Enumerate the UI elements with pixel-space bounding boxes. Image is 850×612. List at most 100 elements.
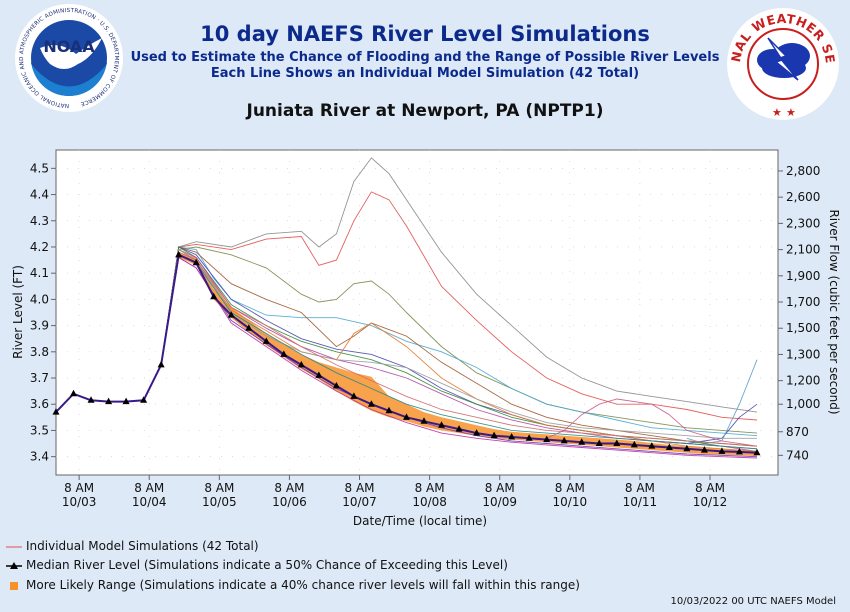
model-run-footer: 10/03/2022 00 UTC NAEFS Model [670,596,837,607]
x-tick-date: 10/08 [412,495,447,509]
y-tick-label: 3.9 [30,319,49,333]
median-point [490,431,498,439]
station-name: Juniata River at Newport, PA (NPTP1) [246,101,604,121]
range-band-layer [178,252,757,457]
y2-tick-label: 1,000 [786,397,820,411]
noaa-logo: NOAA NATIONAL OCEANIC AND ATMOSPHERIC AD… [15,4,123,112]
y2-tick-label: 740 [786,448,809,462]
y-tick-label: 4.1 [30,266,49,280]
median-point [332,381,340,389]
legend-individual: Individual Model Simulations (42 Total) [6,538,259,554]
x-tick-date: 10/11 [623,495,658,509]
median-point [402,413,410,420]
x-tick-date: 10/03 [62,495,97,509]
median-point [140,396,148,403]
median-point [105,397,113,405]
median-point [543,435,551,443]
legend-range-swatch [10,581,18,590]
x-tick-time: 8 AM [625,481,655,495]
median-layer [52,250,761,456]
y-tick-label: 4.5 [30,161,49,175]
x-tick-time: 8 AM [274,481,304,495]
median-point [210,292,218,300]
axis-layer: 3.4 3.5 3.6 3.7 3.8 3.9 4.0 4.1 4.2 4.3 4.4 4.5 740 8… [30,161,820,509]
y-tick-label: 4.2 [30,240,49,254]
svg-text:★: ★ [772,106,782,119]
x-tick-date: 10/09 [482,495,517,509]
x-tick-date: 10/06 [272,495,307,509]
simulation-line-12 [546,398,758,447]
x-tick-date: 10/04 [132,495,167,509]
legend-range-label: More Likely Range (Simulations indicate … [26,578,580,592]
x-tick-date: 10/07 [342,495,377,509]
noaa-logo-text: NOAA [43,37,95,56]
svg-text:★: ★ [786,106,796,119]
y2-tick-label: 1,300 [786,347,820,361]
legend-individual-swatch [6,546,22,547]
median-point [262,337,270,344]
median-point [753,448,761,456]
y-tick-label: 3.6 [30,397,49,411]
median-point [630,440,638,448]
median-point [560,436,568,444]
median-point [192,258,200,266]
x-tick-time: 8 AM [204,481,234,495]
x-tick-date: 10/05 [202,495,237,509]
median-point [367,400,375,407]
x-tick-time: 8 AM [555,481,585,495]
y2-tick-label: 2,100 [786,243,820,257]
median-point [175,250,183,258]
x-axis-title: Date/Time (local time) [353,514,487,528]
plot-area [55,149,779,476]
legend-median-label: Median River Level (Simulations indicate… [26,558,508,572]
median-point [613,439,621,447]
chart-subtitle-1: Used to Estimate the Chance of Flooding … [130,50,720,65]
median-point [70,389,78,397]
median-point [595,439,603,447]
chart-subtitle-2: Each Line Shows an Individual Model Simu… [210,66,640,81]
x-tick-time: 8 AM [134,481,164,495]
median-point [245,324,253,331]
y2-tick-label: 1,900 [786,269,820,283]
y2-tick-label: 870 [786,425,809,439]
median-point [227,311,235,318]
legend-individual-label: Individual Model Simulations (42 Total) [26,539,259,553]
median-point [52,408,60,415]
nws-logo: NATIONAL WEATHER SERVICE ★ ★ [722,4,839,120]
median-point [297,360,305,368]
likely-range-band [178,252,757,457]
y-tick-label: 3.4 [30,450,49,464]
median-point [735,447,743,455]
median-point [648,442,656,449]
y-axis-title: River Level (FT) [11,265,25,359]
x-tick-time: 8 AM [64,481,94,495]
y2-tick-label: 1,500 [786,321,820,335]
median-point [420,417,428,424]
y2-axis-title: River Flow (cubic feet per second) [827,209,841,414]
legend-range: More Likely Range (Simulations indicate … [6,577,580,593]
y-tick-label: 3.5 [30,423,49,437]
median-point [315,371,323,378]
x-tick-time: 8 AM [345,481,375,495]
y2-tick-label: 2,300 [786,216,820,230]
x-tick-time: 8 AM [485,481,515,495]
median-point [700,446,708,453]
y-tick-label: 3.8 [30,345,49,359]
y-tick-label: 3.7 [30,371,49,385]
median-point [438,421,446,428]
median-point [280,350,288,357]
median-point [718,447,726,454]
x-tick-time: 8 AM [415,481,445,495]
median-point [455,425,463,432]
median-point [122,397,130,405]
y2-tick-label: 1,700 [786,295,820,309]
median-point [473,429,481,436]
median-point [157,360,165,368]
median-point [578,438,586,445]
chart-title: 10 day NAEFS River Level Simulations [200,22,650,46]
y2-tick-label: 2,600 [786,190,820,204]
river-level-chart: 3.4 3.5 3.6 3.7 3.8 3.9 4.0 4.1 4.2 4.3 4.4 4.5 740 8… [11,149,841,528]
y-tick-label: 4.3 [30,214,49,228]
legend-median: Median River Level (Simulations indicate… [6,557,508,573]
